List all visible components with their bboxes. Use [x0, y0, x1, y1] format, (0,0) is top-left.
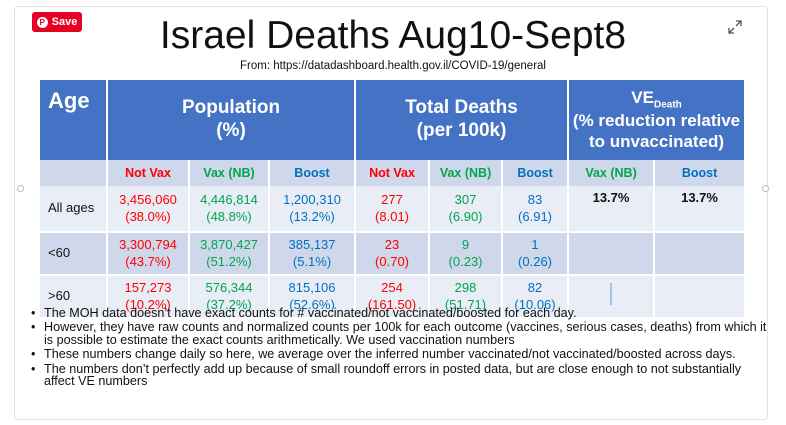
text-cursor — [610, 283, 613, 306]
table-row: All ages 3,456,060 (38.0%) 4,446,814 (48.8… — [40, 186, 747, 233]
ve-vax-cell — [568, 232, 656, 276]
ve-boost-cell — [654, 232, 747, 276]
slide-title: Israel Deaths Aug10-Sept8 — [159, 14, 627, 57]
save-button[interactable]: P Save — [32, 12, 82, 32]
deaths-not-vax-cell: 23 (0.70) — [355, 232, 431, 276]
table-row: <60 3,300,794 (43.7%) 3,870,427 (51.2%) 38… — [40, 232, 747, 276]
resize-handle — [17, 185, 24, 192]
list-item: The numbers don’t perfectly add up becau… — [28, 362, 768, 388]
notes-list: The MOH data doesn’t have exact counts f… — [28, 306, 768, 389]
subheader-pop-boost: Boost — [269, 160, 357, 186]
subheader-ve-boost: Boost — [654, 160, 747, 186]
source-line: From: https://datadashboard.health.gov.i… — [240, 60, 546, 72]
population-header: Population (%) — [107, 80, 357, 160]
subheader-deaths-not-vax: Not Vax — [355, 160, 431, 186]
subheader-blank — [40, 160, 108, 186]
resize-handle — [762, 185, 769, 192]
pop-boost-cell: 1,200,310 (13.2%) — [269, 186, 357, 233]
subheader-deaths-boost: Boost — [502, 160, 570, 186]
ve-header: VEDeath (% reduction relative to unvacci… — [568, 80, 747, 160]
age-cell: All ages — [40, 186, 108, 233]
ve-vax-cell: 13.7% — [568, 186, 656, 233]
save-button-label: Save — [51, 16, 78, 28]
ve-boost-cell: 13.7% — [654, 186, 747, 233]
deaths-boost-cell: 83 (6.91) — [502, 186, 570, 233]
pinterest-icon: P — [36, 16, 48, 28]
list-item: However, they have raw counts and normal… — [28, 321, 768, 346]
pop-not-vax-cell: 3,456,060 (38.0%) — [107, 186, 190, 233]
pop-vax-cell: 4,446,814 (48.8%) — [189, 186, 270, 233]
deaths-not-vax-cell: 277 (8.01) — [355, 186, 431, 233]
deaths-header: Total Deaths (per 100k) — [355, 80, 570, 160]
subheader-pop-not-vax: Not Vax — [107, 160, 190, 186]
list-item: These numbers change daily so here, we a… — [28, 348, 768, 361]
subheader-pop-vax: Vax (NB) — [189, 160, 270, 186]
expand-icon[interactable] — [728, 20, 742, 34]
age-header: Age — [40, 80, 108, 160]
age-cell: <60 — [40, 232, 108, 276]
deaths-vax-cell: 307 (6.90) — [429, 186, 504, 233]
subheader-deaths-vax: Vax (NB) — [429, 160, 504, 186]
subheader-ve-vax: Vax (NB) — [568, 160, 656, 186]
pop-vax-cell: 3,870,427 (51.2%) — [189, 232, 270, 276]
pop-boost-cell: 385,137 (5.1%) — [269, 232, 357, 276]
deaths-boost-cell: 1 (0.26) — [502, 232, 570, 276]
list-item: The MOH data doesn’t have exact counts f… — [28, 306, 768, 319]
deaths-table: Age Population (%) Total Deaths (per 100… — [40, 80, 747, 317]
pop-not-vax-cell: 3,300,794 (43.7%) — [107, 232, 190, 276]
deaths-vax-cell: 9 (0.23) — [429, 232, 504, 276]
